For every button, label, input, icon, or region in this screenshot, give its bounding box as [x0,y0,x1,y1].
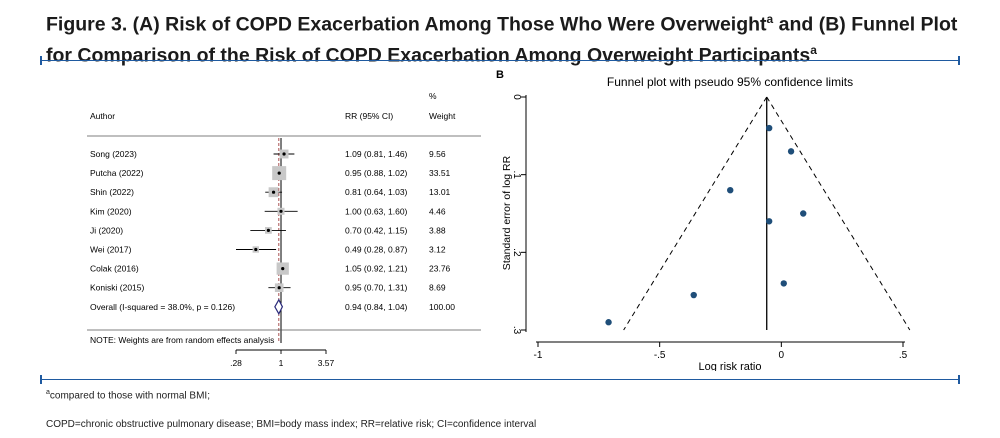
top-rule [40,60,960,61]
column-header-weight: Weight [429,111,456,121]
study-weight-label: 9.56 [429,149,446,159]
x-tick-label: -.5 [654,350,666,361]
x-tick-label: .5 [899,350,908,361]
study-point [727,187,734,194]
study-rr-label: 0.95 (0.88, 1.02) [345,168,408,178]
study-author-label: Song (2023) [90,149,137,159]
overall-diamond [274,298,284,316]
study-rr-label: 0.49 (0.28, 0.87) [345,245,408,255]
study-rr-label: 0.95 (0.70, 1.31) [345,283,408,293]
x-tick-label: 1 [279,358,284,368]
study-weight-label: 3.12 [429,245,446,255]
study-author-label: Kim (2020) [90,206,132,216]
study-point [800,210,807,217]
panel-b-label: B [496,69,504,81]
confidence-limit-left [623,96,768,331]
study-point [266,228,270,232]
study-weight-label: 13.01 [429,187,451,197]
x-tick-label: 3.57 [318,358,335,368]
funnel-plot: B Funnel plot with pseudo 95% confidence … [496,69,911,371]
study-point [271,190,276,194]
study-point [277,286,281,290]
study-point [780,280,787,287]
study-point [254,247,258,252]
study-author-label: Putcha (2022) [90,168,144,178]
confidence-limit-right [766,96,911,331]
footnote-abbrev: COPD=chronic obstructive pulmonary disea… [46,419,537,430]
study-author-label: Wei (2017) [90,245,132,255]
column-header-weight-pct: % [429,91,437,101]
x-axis-title: Log risk ratio [699,361,762,371]
study-weight-label: 23.76 [429,264,451,274]
bottom-rule-left-tick [40,375,42,384]
title-line-1-tail: and (B) Funnel Plot [773,13,958,36]
weights-note: NOTE: Weights are from random effects an… [90,335,274,345]
footnote-a: acompared to those with normal BMI; [46,389,210,401]
study-point [765,218,773,225]
title-line-1: Figure 3. (A) Risk of COPD Exacerbation … [46,7,986,38]
study-weight-label: 3.88 [429,225,446,235]
overall-weight-label: 100.00 [429,302,455,312]
study-point [765,124,773,132]
y-tick-label: 0 [511,94,522,100]
study-rr-label: 1.05 (0.92, 1.21) [345,264,408,274]
bottom-rule-right-tick [958,375,960,384]
x-tick-label: 0 [779,350,785,361]
study-rr-label: 0.81 (0.64, 1.03) [345,187,408,197]
study-rr-label: 1.09 (0.81, 1.46) [345,149,408,159]
study-weight-label: 33.51 [429,168,451,178]
study-author-label: Ji (2020) [90,225,123,235]
title-line-2-sup: a [810,42,817,57]
y-axis-title: Standard error of log RR [501,155,513,270]
column-header-rr: RR (95% CI) [345,111,393,121]
study-author-label: Shin (2022) [90,187,134,197]
y-tick-label: .3 [511,326,522,335]
column-header-author: Author [90,111,115,121]
bottom-rule [40,379,960,380]
x-tick-label: .28 [230,358,242,368]
study-point [690,291,697,299]
title-line-1-sup: a [766,12,774,26]
y-tick-label: .1 [511,170,522,179]
study-point [281,267,285,271]
funnel-title: Funnel plot with pseudo 95% confidence l… [607,75,853,89]
study-author-label: Koniski (2015) [90,283,145,293]
study-rr-label: 0.70 (0.42, 1.15) [345,225,408,235]
study-author-label: Colak (2016) [90,264,139,274]
footnote-a-text: compared to those with normal BMI; [49,390,210,402]
footnote-a-sup: a [46,389,50,396]
top-rule-left-tick [40,56,42,65]
study-point [605,319,612,326]
study-point [279,209,283,213]
study-weight-label: 8.69 [429,283,446,293]
title-line-1-text: Figure 3. (A) Risk of COPD Exacerbation … [46,13,767,36]
overall-label: Overall (I-squared = 38.0%, p = 0.126) [90,302,235,312]
y-tick-label: .2 [511,248,522,257]
overall-rr-label: 0.94 (0.84, 1.04) [345,302,408,312]
study-weight-label: 4.46 [429,206,446,216]
figure-title: Figure 3. (A) Risk of COPD Exacerbation … [46,7,986,68]
study-point [277,171,281,175]
top-rule-right-tick [958,56,960,65]
study-rr-label: 1.00 (0.63, 1.60) [345,206,408,216]
study-point [282,152,286,156]
x-tick-label: -1 [534,350,543,361]
study-point [787,148,795,155]
